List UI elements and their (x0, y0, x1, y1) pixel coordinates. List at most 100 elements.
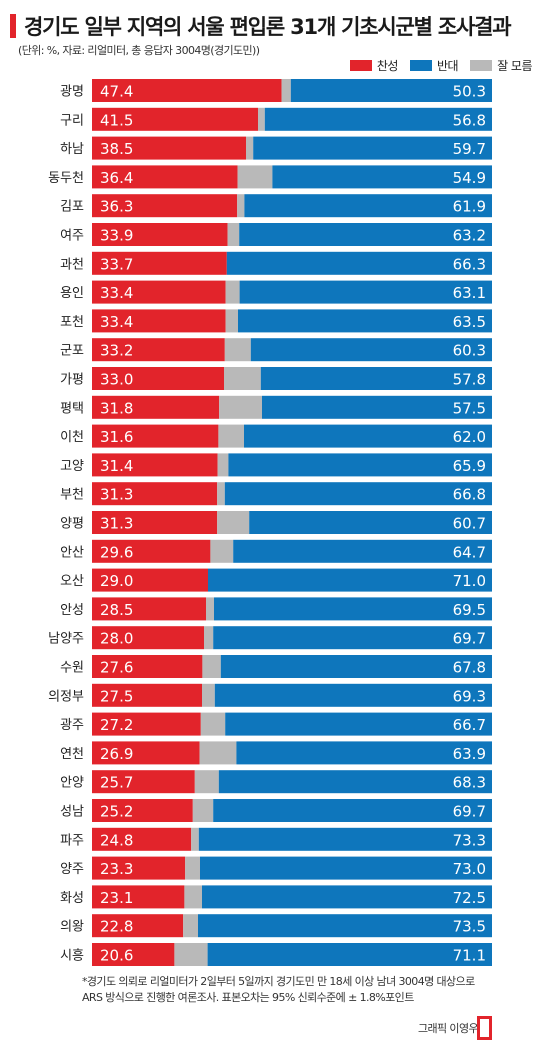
bar-row: 여주 33.9 63.2 (60, 223, 492, 246)
bar-approve (92, 770, 195, 794)
bar-row: 군포 33.2 60.3 (60, 338, 492, 362)
value-label-oppose: 68.3 (453, 774, 486, 792)
value-label-approve: 33.0 (100, 371, 133, 389)
bar-unknown (237, 194, 245, 218)
category-label: 이천 (60, 430, 84, 445)
category-label: 가평 (60, 373, 84, 388)
category-label: 구리 (60, 113, 84, 128)
bar-approve (92, 280, 226, 304)
publisher-logo (477, 1016, 492, 1040)
bar-unknown (199, 741, 237, 765)
category-label: 남양주 (48, 632, 84, 647)
category-label: 의왕 (60, 920, 84, 935)
value-label-approve: 31.4 (100, 457, 133, 475)
bar-oppose (214, 683, 493, 707)
category-label: 용인 (60, 286, 84, 301)
bar-oppose (218, 770, 493, 794)
value-label-oppose: 63.5 (453, 313, 486, 331)
category-label: 평택 (60, 401, 84, 416)
category-label: 동두천 (48, 171, 84, 186)
bar-approve (92, 482, 218, 506)
bar-unknown (200, 712, 226, 736)
category-label: 수원 (60, 661, 84, 676)
bar-row: 양평 31.3 60.7 (60, 511, 492, 534)
bar-approve (92, 165, 238, 189)
bar-row: 과천 33.7 66.3 (60, 251, 493, 275)
bar-unknown (174, 943, 208, 966)
value-label-oppose: 60.3 (453, 342, 486, 360)
footnote: *경기도 의뢰로 리얼미터가 2일부터 5일까지 경기도민 만 18세 이상 남… (82, 974, 542, 1006)
bar-unknown (219, 395, 262, 419)
legend-label-unknown: 잘 모름 (497, 58, 532, 73)
bar-unknown (281, 79, 291, 102)
category-label: 양평 (60, 517, 84, 532)
bar-row: 광명 47.4 50.3 (60, 79, 492, 102)
category-label: 고양 (60, 459, 84, 474)
value-label-approve: 36.4 (100, 169, 133, 187)
value-label-oppose: 56.8 (453, 111, 486, 129)
value-label-approve: 25.7 (100, 774, 133, 792)
bar-unknown (217, 511, 250, 534)
bar-oppose (213, 626, 492, 650)
bar-row: 연천 26.9 63.9 (60, 741, 492, 765)
value-label-oppose: 72.5 (453, 889, 486, 907)
value-label-approve: 20.6 (100, 947, 133, 965)
value-label-oppose: 66.7 (453, 716, 486, 734)
bar-approve (92, 943, 175, 966)
bar-unknown (194, 770, 219, 794)
value-label-oppose: 61.9 (453, 198, 486, 216)
value-label-approve: 28.0 (100, 630, 133, 648)
bar-approve (92, 856, 186, 880)
value-label-approve: 33.4 (100, 284, 133, 302)
bar-approve (92, 424, 219, 448)
bar-row: 오산 29.0 71.0 (60, 568, 492, 592)
bar-unknown (202, 655, 221, 678)
category-label: 성남 (60, 805, 84, 820)
value-label-approve: 23.3 (100, 860, 133, 878)
bar-oppose (214, 597, 492, 621)
bar-unknown (192, 799, 214, 822)
bar-approve (92, 597, 206, 621)
bar-oppose (264, 107, 492, 131)
value-label-approve: 31.6 (100, 428, 133, 446)
bar-approve (92, 107, 258, 131)
bar-approve (92, 194, 238, 218)
bar-row: 파주 24.8 73.3 (60, 827, 493, 851)
category-label: 안성 (60, 603, 84, 618)
bar-row: 평택 31.8 57.5 (60, 395, 492, 419)
bar-approve (92, 799, 193, 822)
bar-unknown (237, 165, 273, 189)
category-label: 안산 (60, 545, 84, 560)
value-label-approve: 22.8 (100, 918, 133, 936)
legend-item-approve: 찬성 (349, 57, 398, 74)
value-label-approve: 27.2 (100, 716, 133, 734)
value-label-oppose: 69.7 (453, 803, 486, 821)
value-label-oppose: 63.9 (453, 745, 486, 763)
category-label: 군포 (60, 344, 84, 359)
bar-row: 안성 28.5 69.5 (60, 597, 492, 621)
value-label-oppose: 57.8 (453, 371, 486, 389)
value-label-approve: 31.8 (100, 399, 133, 417)
value-label-oppose: 73.3 (453, 831, 486, 849)
value-label-approve: 38.5 (100, 140, 133, 158)
bar-row: 부천 31.3 66.8 (60, 482, 493, 506)
bar-oppose (213, 799, 492, 822)
value-label-approve: 25.2 (100, 803, 133, 821)
category-label: 연천 (60, 747, 84, 762)
bar-unknown (217, 482, 225, 506)
bar-approve (92, 827, 192, 851)
category-label: 파주 (60, 833, 84, 848)
value-label-oppose: 57.5 (453, 399, 486, 417)
value-label-approve: 41.5 (100, 111, 133, 129)
legend-swatch-approve (349, 59, 372, 71)
bar-approve (92, 79, 282, 102)
bar-row: 의정부 27.5 69.3 (48, 683, 493, 707)
value-label-oppose: 71.1 (453, 947, 486, 965)
category-label: 시흥 (60, 949, 84, 964)
bar-unknown (224, 367, 261, 390)
category-label: 광주 (60, 718, 84, 733)
title-block: 경기도 일부 지역의 서울 편입론 31개 기초시군별 조사결과 (10, 10, 540, 40)
bar-unknown (185, 856, 200, 880)
value-label-oppose: 63.2 (453, 227, 486, 245)
footnote-line-2: ARS 방식으로 진행한 여론조사. 표본오차는 95% 신뢰수준에 ± 1.8… (82, 991, 414, 1004)
